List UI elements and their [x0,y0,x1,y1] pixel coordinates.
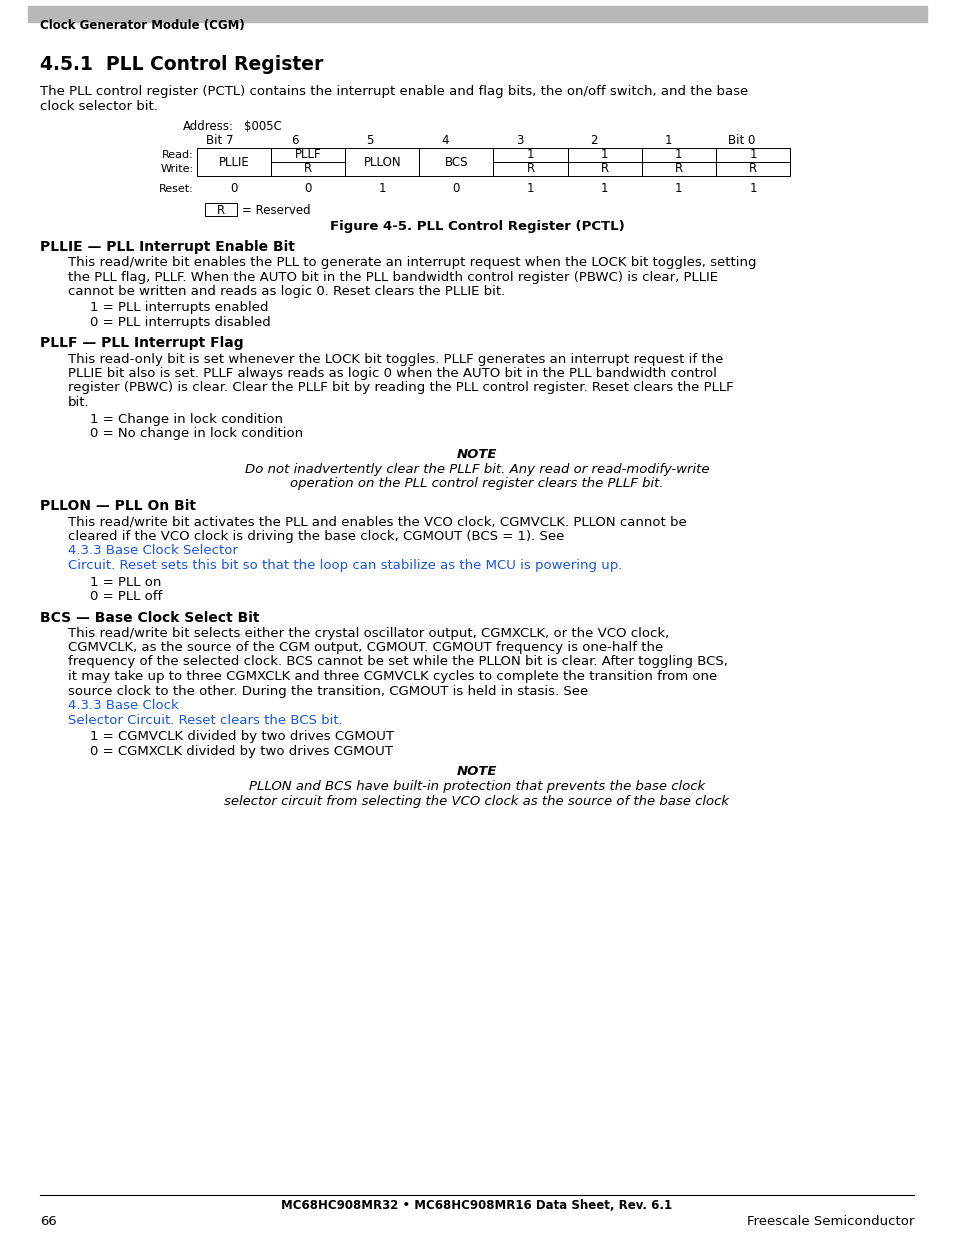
Text: 5: 5 [366,135,374,147]
Bar [493,162,567,177]
Text: $005C: $005C [244,120,281,133]
Text: This read-only bit is set whenever the LOCK bit toggles. PLLF generates an inter: This read-only bit is set whenever the L… [68,352,722,366]
Text: Reset:: Reset: [159,184,193,194]
Text: 0 = CGMXCLK divided by two drives CGMOUT: 0 = CGMXCLK divided by two drives CGMOUT [90,745,393,757]
Text: 1: 1 [600,183,608,195]
Text: 1: 1 [748,148,756,162]
Text: R: R [526,163,534,175]
Bar [345,148,419,177]
Text: 3: 3 [516,135,523,147]
Text: PLLIE — PLL Interrupt Enable Bit: PLLIE — PLL Interrupt Enable Bit [40,240,294,254]
Text: PLLIE bit also is set. PLLF always reads as logic 0 when the AUTO bit in the PLL: PLLIE bit also is set. PLLF always reads… [68,367,716,380]
Bar [493,148,567,162]
Bar [715,162,789,177]
Bar [567,162,641,177]
Text: Read:: Read: [162,149,193,161]
Text: 1: 1 [675,148,681,162]
Text: BCS: BCS [444,156,468,168]
Text: selector circuit from selecting the VCO clock as the source of the base clock: selector circuit from selecting the VCO … [224,794,729,808]
Text: NOTE: NOTE [456,764,497,778]
Bar [196,148,271,177]
Text: 0: 0 [230,183,237,195]
Bar [567,148,641,162]
Text: 2: 2 [590,135,598,147]
Text: 0 = PLL off: 0 = PLL off [90,590,162,603]
Text: Bit 7: Bit 7 [206,135,233,147]
Text: Do not inadvertently clear the PLLF bit. Any read or read-modify-write: Do not inadvertently clear the PLLF bit.… [245,462,708,475]
Text: PLLON and BCS have built-in protection that prevents the base clock: PLLON and BCS have built-in protection t… [249,781,704,793]
Text: PLLON — PLL On Bit: PLLON — PLL On Bit [40,499,195,514]
Text: 1: 1 [526,148,534,162]
Text: Circuit. Reset sets this bit so that the loop can stabilize as the MCU is poweri: Circuit. Reset sets this bit so that the… [68,559,621,572]
Text: bit.: bit. [68,396,90,409]
Text: Selector Circuit. Reset clears the BCS bit.: Selector Circuit. Reset clears the BCS b… [68,714,342,726]
Text: source clock to the other. During the transition, CGMOUT is held in stasis. See: source clock to the other. During the tr… [68,684,592,698]
Text: 0: 0 [453,183,459,195]
Bar [271,148,345,177]
Text: R: R [600,163,608,175]
Text: 1: 1 [526,183,534,195]
Text: 6: 6 [291,135,298,147]
Bar [641,162,715,177]
Text: = Reserved: = Reserved [242,204,311,216]
Text: 0: 0 [304,183,312,195]
Text: PLLON: PLLON [363,156,400,168]
Text: Bit 0: Bit 0 [727,135,755,147]
Text: 1: 1 [378,183,386,195]
Text: 4: 4 [441,135,448,147]
Text: 0 = No change in lock condition: 0 = No change in lock condition [90,427,303,440]
Text: 0 = PLL interrupts disabled: 0 = PLL interrupts disabled [90,316,271,329]
Text: register (PBWC) is clear. Clear the PLLF bit by reading the PLL control register: register (PBWC) is clear. Clear the PLLF… [68,382,733,394]
Text: PLLIE: PLLIE [218,156,249,168]
Text: The PLL control register (PCTL) contains the interrupt enable and flag bits, the: The PLL control register (PCTL) contains… [40,85,747,98]
Text: BCS — Base Clock Select Bit: BCS — Base Clock Select Bit [40,610,259,625]
Text: MC68HC908MR32 • MC68HC908MR16 Data Sheet, Rev. 6.1: MC68HC908MR32 • MC68HC908MR16 Data Sheet… [281,1199,672,1212]
Text: R: R [674,163,682,175]
Text: PLLF — PLL Interrupt Flag: PLLF — PLL Interrupt Flag [40,336,243,351]
Text: 4.5.1  PLL Control Register: 4.5.1 PLL Control Register [40,56,323,74]
Text: This read/write bit activates the PLL and enables the VCO clock, CGMVCLK. PLLON : This read/write bit activates the PLL an… [68,515,686,529]
Bar [641,148,715,162]
Text: CGMVCLK, as the source of the CGM output, CGMOUT. CGMOUT frequency is one-half t: CGMVCLK, as the source of the CGM output… [68,641,662,655]
Text: 1 = PLL interrupts enabled: 1 = PLL interrupts enabled [90,301,268,315]
Text: R: R [216,204,225,216]
Text: frequency of the selected clock. BCS cannot be set while the PLLON bit is clear.: frequency of the selected clock. BCS can… [68,656,727,668]
Bar [419,148,493,177]
Text: R: R [748,163,757,175]
Text: 1: 1 [675,183,681,195]
Bar [715,148,789,162]
Text: Write:: Write: [161,164,193,174]
Text: This read/write bit enables the PLL to generate an interrupt request when the LO: This read/write bit enables the PLL to g… [68,256,756,269]
Bar [28,6,926,22]
Text: 1 = PLL on: 1 = PLL on [90,576,161,589]
Text: 66: 66 [40,1215,56,1228]
Text: 1 = CGMVCLK divided by two drives CGMOUT: 1 = CGMVCLK divided by two drives CGMOUT [90,730,394,743]
Text: 1: 1 [748,183,756,195]
Text: NOTE: NOTE [456,447,497,461]
Text: Clock Generator Module (CGM): Clock Generator Module (CGM) [40,19,245,32]
Text: R: R [304,163,312,175]
Text: 4.3.3 Base Clock Selector: 4.3.3 Base Clock Selector [68,545,237,557]
Text: Address:: Address: [183,120,233,133]
Text: cannot be written and reads as logic 0. Reset clears the PLLIE bit.: cannot be written and reads as logic 0. … [68,285,505,298]
Text: cleared if the VCO clock is driving the base clock, CGMOUT (BCS = 1). See: cleared if the VCO clock is driving the … [68,530,568,543]
Text: it may take up to three CGMXCLK and three CGMVCLK cycles to complete the transit: it may take up to three CGMXCLK and thre… [68,671,717,683]
Text: 1: 1 [600,148,608,162]
Text: PLLF: PLLF [294,148,321,162]
Text: clock selector bit.: clock selector bit. [40,100,157,112]
Bar [205,203,236,216]
Text: This read/write bit selects either the crystal oscillator output, CGMXCLK, or th: This read/write bit selects either the c… [68,626,669,640]
Text: operation on the PLL control register clears the PLLF bit.: operation on the PLL control register cl… [290,477,663,490]
Text: the PLL flag, PLLF. When the AUTO bit in the PLL bandwidth control register (PBW: the PLL flag, PLLF. When the AUTO bit in… [68,270,718,284]
Text: 4.3.3 Base Clock: 4.3.3 Base Clock [68,699,178,713]
Text: Freescale Semiconductor: Freescale Semiconductor [746,1215,913,1228]
Text: 1 = Change in lock condition: 1 = Change in lock condition [90,412,283,426]
Text: Figure 4-5. PLL Control Register (PCTL): Figure 4-5. PLL Control Register (PCTL) [330,220,623,233]
Text: 1: 1 [663,135,671,147]
